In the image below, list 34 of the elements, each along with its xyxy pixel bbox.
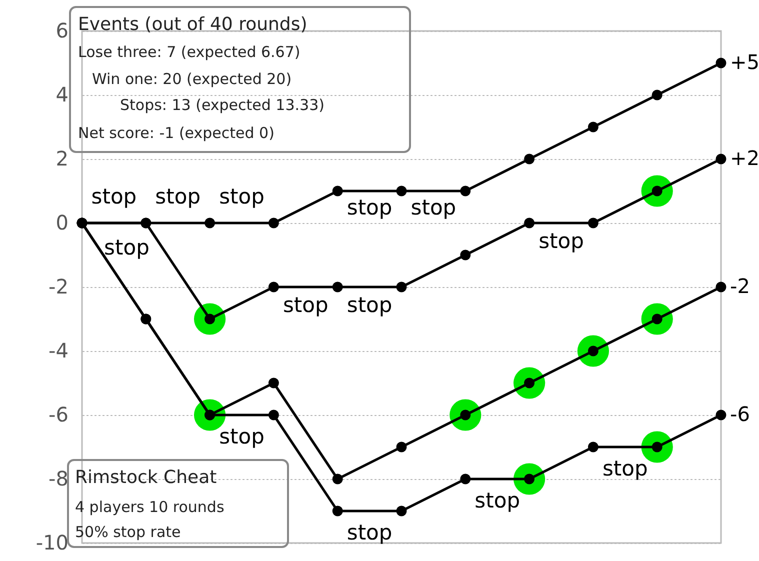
y-tick-label: 4 — [56, 82, 68, 106]
annotation: stop — [602, 456, 648, 480]
annotation: stop — [410, 196, 456, 220]
annotation: Net score: -1 (expected 0) — [78, 124, 274, 142]
y-tick-label: -8 — [48, 466, 68, 490]
y-tick-label: -2 — [48, 274, 68, 298]
annotation: stop — [346, 520, 392, 544]
series-label: -2 — [730, 274, 750, 298]
y-tick-label: -6 — [48, 402, 68, 426]
annotation: stop — [474, 488, 520, 512]
y-tick-label: 2 — [56, 146, 68, 170]
y-tick-label: -10 — [36, 530, 68, 554]
y-tick-label: -4 — [48, 338, 68, 362]
annotation: stop — [155, 184, 201, 208]
annotation: stop — [104, 236, 150, 260]
annotation: stop — [219, 424, 264, 448]
annotation: Rimstock Cheat — [75, 467, 217, 488]
annotation: Win one: 20 (expected 20) — [92, 70, 292, 88]
annotation: stop — [346, 293, 392, 318]
annotation: stop — [91, 184, 137, 208]
annotation: Stops: 13 (expected 13.33) — [120, 96, 324, 114]
series-label: -6 — [730, 402, 750, 426]
annotation: stop — [219, 184, 264, 208]
annotation: 50% stop rate — [75, 523, 181, 541]
annotation: Events (out of 40 rounds) — [78, 14, 308, 35]
annotation: stop — [538, 229, 584, 254]
annotation: Lose three: 7 (expected 6.67) — [78, 43, 300, 61]
annotation: 4 players 10 rounds — [75, 498, 224, 516]
y-tick-label: 0 — [56, 210, 68, 234]
series-label: +2 — [730, 146, 759, 170]
annotation: stop — [346, 196, 392, 220]
series-label: +5 — [730, 50, 759, 74]
annotation: stop — [282, 293, 328, 318]
y-tick-label: 6 — [56, 18, 68, 42]
